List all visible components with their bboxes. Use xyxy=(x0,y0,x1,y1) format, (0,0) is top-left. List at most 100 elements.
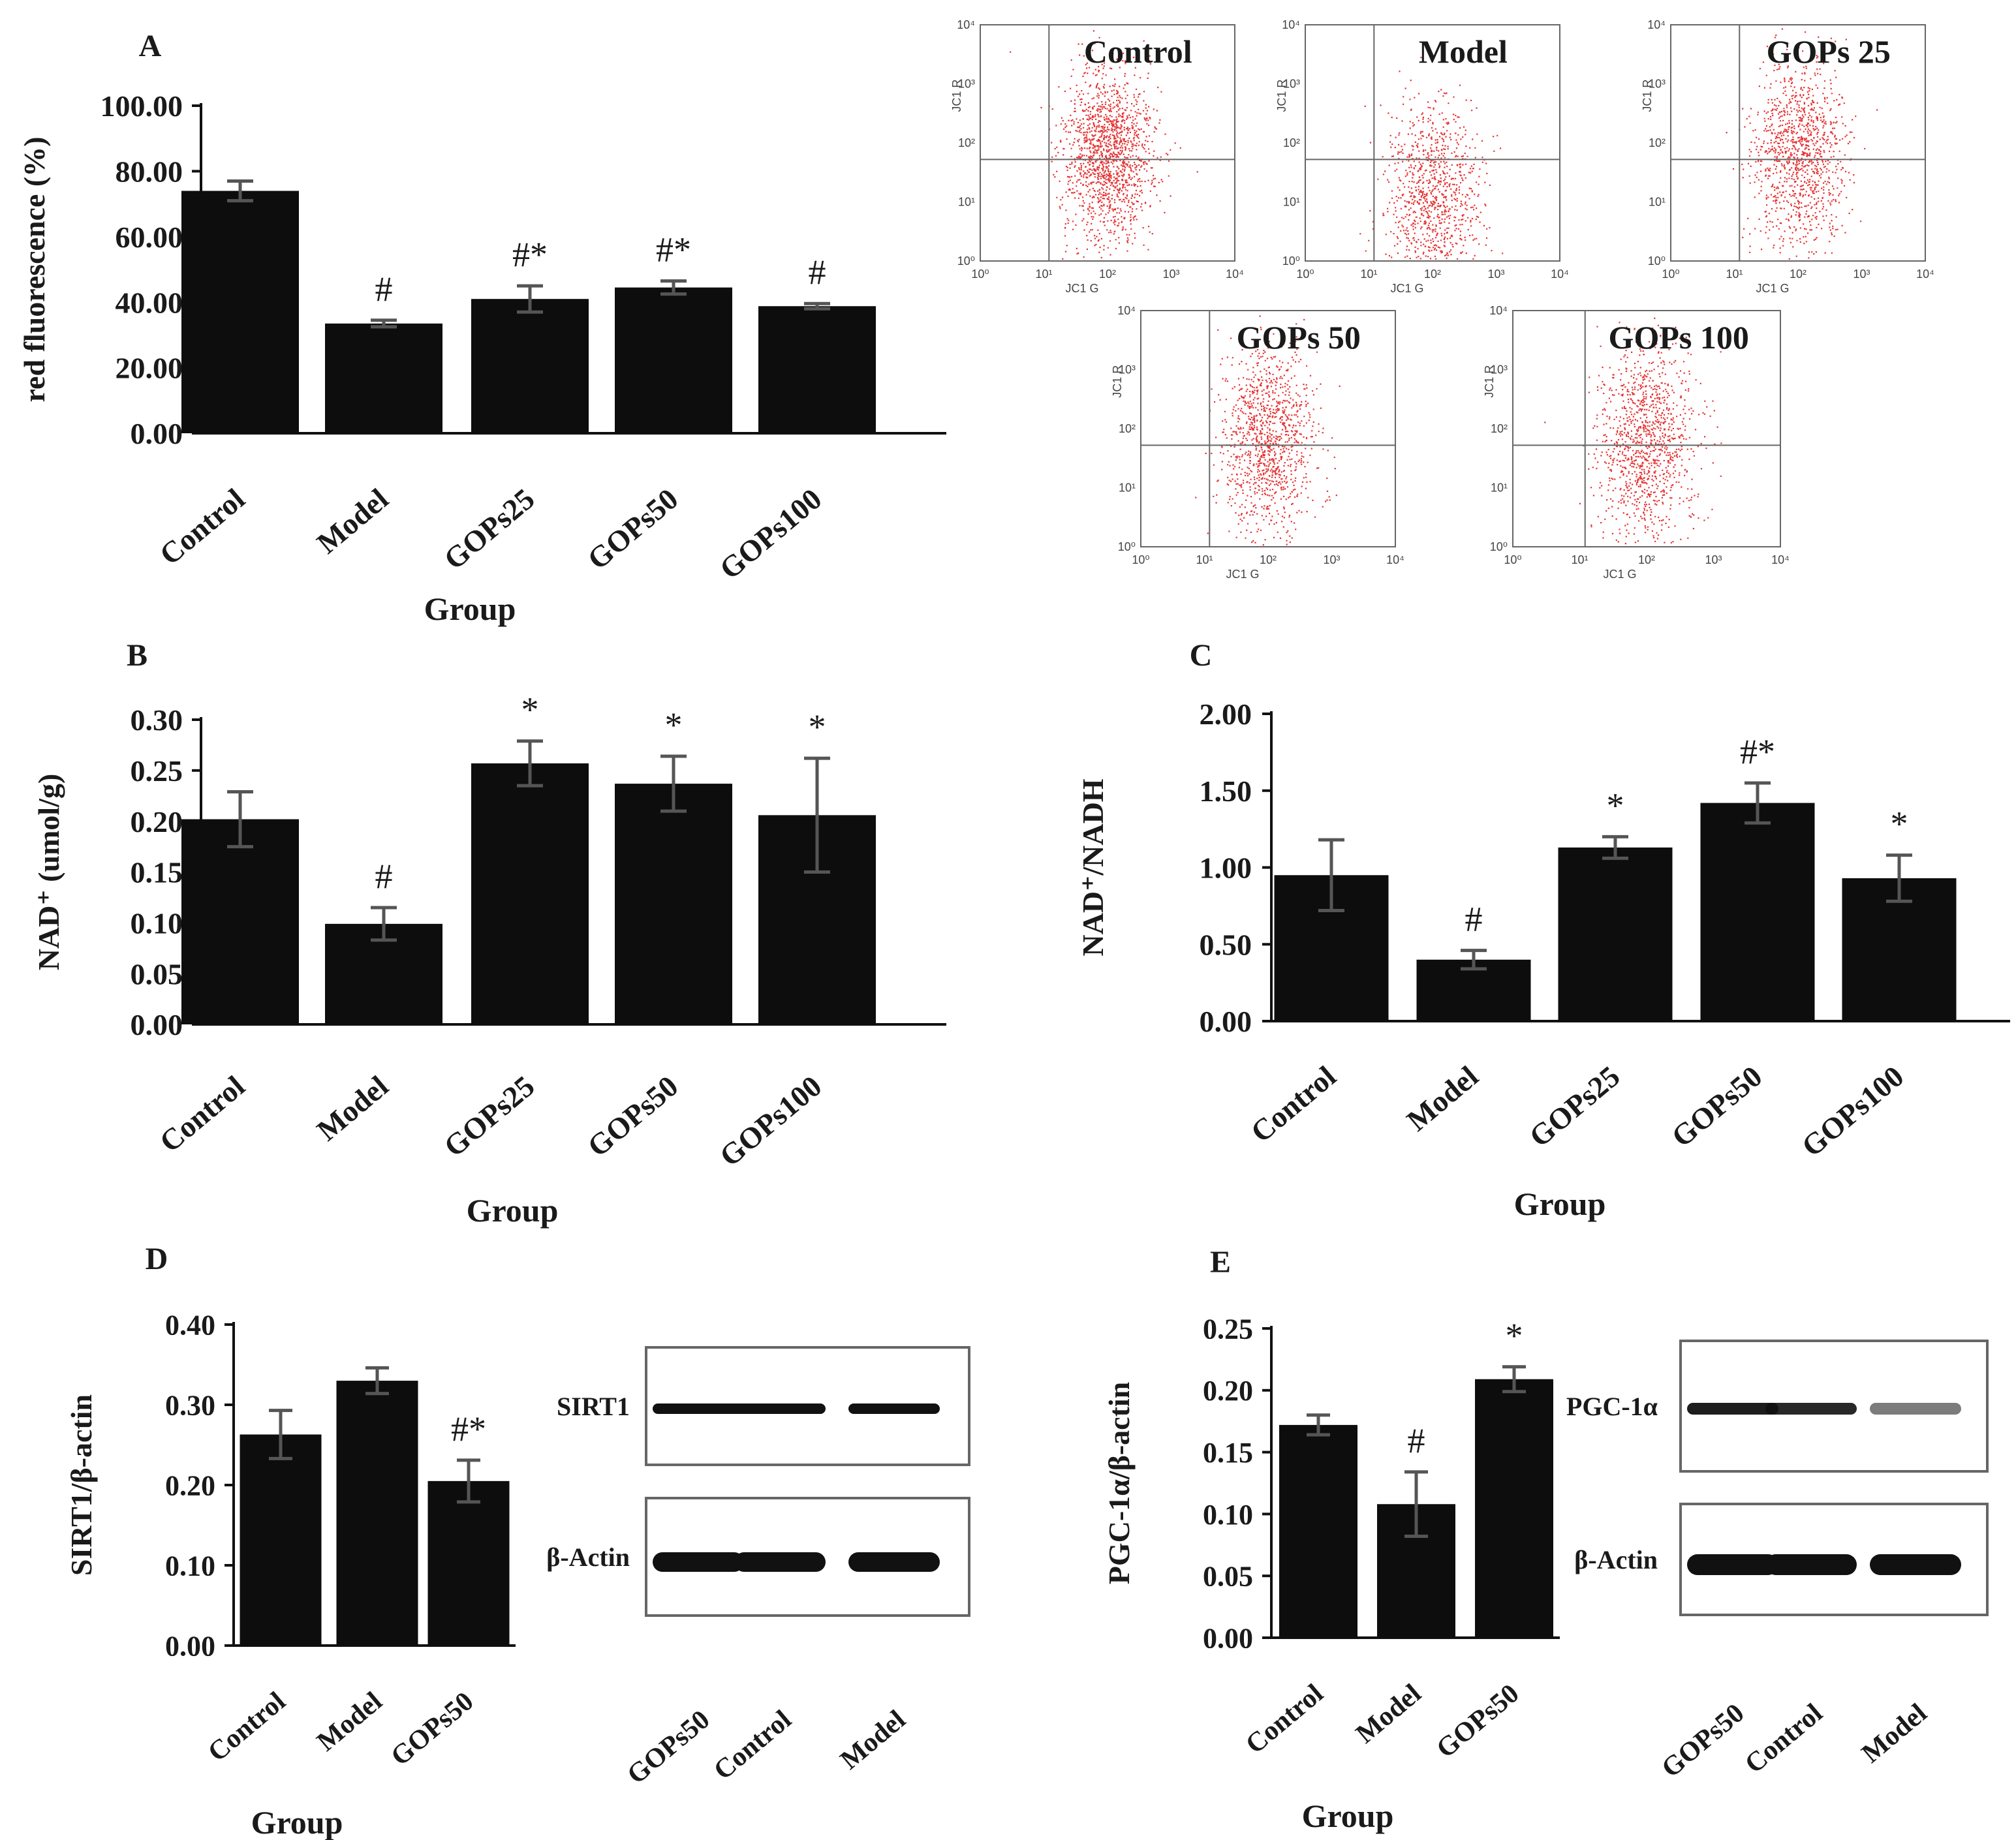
category-label: Control xyxy=(1245,1060,1342,1149)
flow-x-tick: 10¹ xyxy=(1196,553,1213,566)
flow-frame xyxy=(1140,310,1396,547)
y-axis-label: PGC-1α/β-actin xyxy=(1102,1382,1136,1585)
blot-lane-label: Model xyxy=(835,1704,911,1775)
flow-x-tick: 10² xyxy=(1260,553,1277,566)
y-tick-label: 1.50 xyxy=(1200,774,1252,808)
y-tick-label: 0.10 xyxy=(165,1550,215,1582)
flow-x-tick: 10⁰ xyxy=(1662,268,1679,281)
category-label: Control xyxy=(153,1069,251,1159)
flow-y-axis-label: JC1 R xyxy=(950,80,963,112)
flow-y-tick: 10² xyxy=(1649,136,1666,149)
flow-y-tick: 10⁴ xyxy=(1489,304,1508,317)
x-axis-label: Group xyxy=(1302,1798,1394,1834)
category-label: GOPs100 xyxy=(1795,1060,1910,1163)
chart-A: A 0.00 20.00 40.00 60.00 80.00 100.00 red fluor… xyxy=(18,29,946,627)
flow-x-tick: 10³ xyxy=(1323,553,1340,566)
panel-label-A: A xyxy=(139,29,162,63)
blot-band-label: β-Actin xyxy=(1574,1545,1658,1574)
chart-B: B 0.00 0.05 0.10 0.15 0.20 0.25 0.30 NAD⁺ (umol/… xyxy=(32,638,946,1229)
flow-y-tick: 10³ xyxy=(1283,78,1300,91)
blot-band xyxy=(734,1552,826,1572)
flow-y-tick: 10¹ xyxy=(1649,196,1666,209)
flow-x-tick: 10² xyxy=(1790,268,1807,281)
y-tick-label: 0.20 xyxy=(131,805,183,838)
panel-label-B: B xyxy=(127,638,147,673)
flow-x-tick: 10⁰ xyxy=(1296,268,1314,281)
category-label: GOPs50 xyxy=(385,1686,479,1771)
flow-y-axis-label: JC1 R xyxy=(1641,80,1654,112)
blot-band xyxy=(1687,1403,1778,1415)
bar-Control xyxy=(1279,1424,1357,1638)
category-label: Model xyxy=(311,1069,395,1148)
flow-y-tick: 10⁰ xyxy=(1490,540,1508,553)
blot-band xyxy=(848,1552,940,1572)
category-label: GOPs25 xyxy=(437,482,540,576)
flow-dots xyxy=(1359,57,1504,260)
blot-band xyxy=(848,1403,940,1414)
blot-band-label: SIRT1 xyxy=(557,1392,630,1421)
category-label: Control xyxy=(1240,1678,1329,1760)
category-label: Model xyxy=(1350,1678,1427,1749)
y-tick-label: 0.40 xyxy=(165,1309,215,1341)
significance-mark: #* xyxy=(512,235,548,274)
y-tick-label: 0.00 xyxy=(165,1630,215,1662)
y-tick-label: 20.00 xyxy=(116,352,183,385)
category-label: Control xyxy=(153,482,251,572)
bar-GOPs25 xyxy=(471,763,589,1024)
blot-band xyxy=(1687,1554,1778,1575)
significance-mark: * xyxy=(1607,786,1624,825)
flow-dots xyxy=(1195,315,1341,546)
y-tick-label: 0.05 xyxy=(131,957,183,990)
bar-Control xyxy=(181,819,299,1024)
y-tick-label: 80.00 xyxy=(116,155,183,189)
bar-GOPs100 xyxy=(758,306,876,433)
y-tick-label: 0.30 xyxy=(131,703,183,737)
flow-x-tick: 10⁴ xyxy=(1916,268,1934,281)
flow-y-tick: 10⁰ xyxy=(1648,254,1666,268)
flow-x-tick: 10⁴ xyxy=(1551,268,1569,281)
flow-x-tick: 10² xyxy=(1424,268,1441,281)
y-tick-label: 0.20 xyxy=(165,1469,215,1501)
category-label: Control xyxy=(202,1686,291,1768)
y-axis-label: SIRT1/β-actin xyxy=(65,1394,98,1576)
significance-mark: * xyxy=(1891,805,1908,844)
category-label: GOPs50 xyxy=(1665,1060,1768,1154)
flow-y-tick: 10⁰ xyxy=(1118,540,1136,553)
flow-plot-title: Model xyxy=(1419,33,1508,70)
bar-GOPs50 xyxy=(1475,1379,1553,1638)
significance-mark: # xyxy=(375,857,393,896)
y-tick-label: 0.00 xyxy=(131,417,183,450)
flow-x-tick: 10⁰ xyxy=(971,268,989,281)
flow-x-tick: 10⁴ xyxy=(1771,553,1790,566)
flow-plot-title: GOPs 100 xyxy=(1609,319,1749,356)
blot-band xyxy=(1870,1554,1961,1575)
category-label: GOPs25 xyxy=(1523,1060,1626,1154)
flow-y-tick: 10⁴ xyxy=(1282,18,1300,31)
blot-lane-label: GOPs50 xyxy=(1656,1698,1750,1783)
flow-y-tick: 10³ xyxy=(958,78,975,91)
flow-plot-title: GOPs 50 xyxy=(1237,319,1361,356)
flow-x-tick: 10³ xyxy=(1487,268,1504,281)
flow-x-tick: 10³ xyxy=(1705,553,1722,566)
flow-x-tick: 10⁰ xyxy=(1504,553,1521,566)
flow-x-tick: 10¹ xyxy=(1035,268,1052,281)
y-tick-label: 0.00 xyxy=(1203,1622,1253,1654)
significance-mark: # xyxy=(809,253,826,292)
y-axis-label: NAD⁺/NADH xyxy=(1076,778,1109,956)
bar-Control xyxy=(240,1434,322,1646)
y-tick-label: 0.10 xyxy=(131,906,183,940)
flow-y-tick: 10² xyxy=(1119,422,1136,435)
flow-x-axis-label: JC1 G xyxy=(1603,568,1636,581)
x-axis-label: Group xyxy=(251,1804,343,1840)
flow-x-tick: 10¹ xyxy=(1571,553,1588,566)
flow-y-tick: 10⁰ xyxy=(1282,254,1300,268)
blot-lane-label: GOPs50 xyxy=(621,1704,715,1790)
flow-y-tick: 10² xyxy=(1283,136,1300,149)
category-label: GOPs50 xyxy=(581,482,684,576)
y-tick-label: 0.00 xyxy=(1200,1005,1252,1038)
flow-y-axis-label: JC1 R xyxy=(1275,80,1288,112)
blot-band xyxy=(1765,1403,1857,1415)
